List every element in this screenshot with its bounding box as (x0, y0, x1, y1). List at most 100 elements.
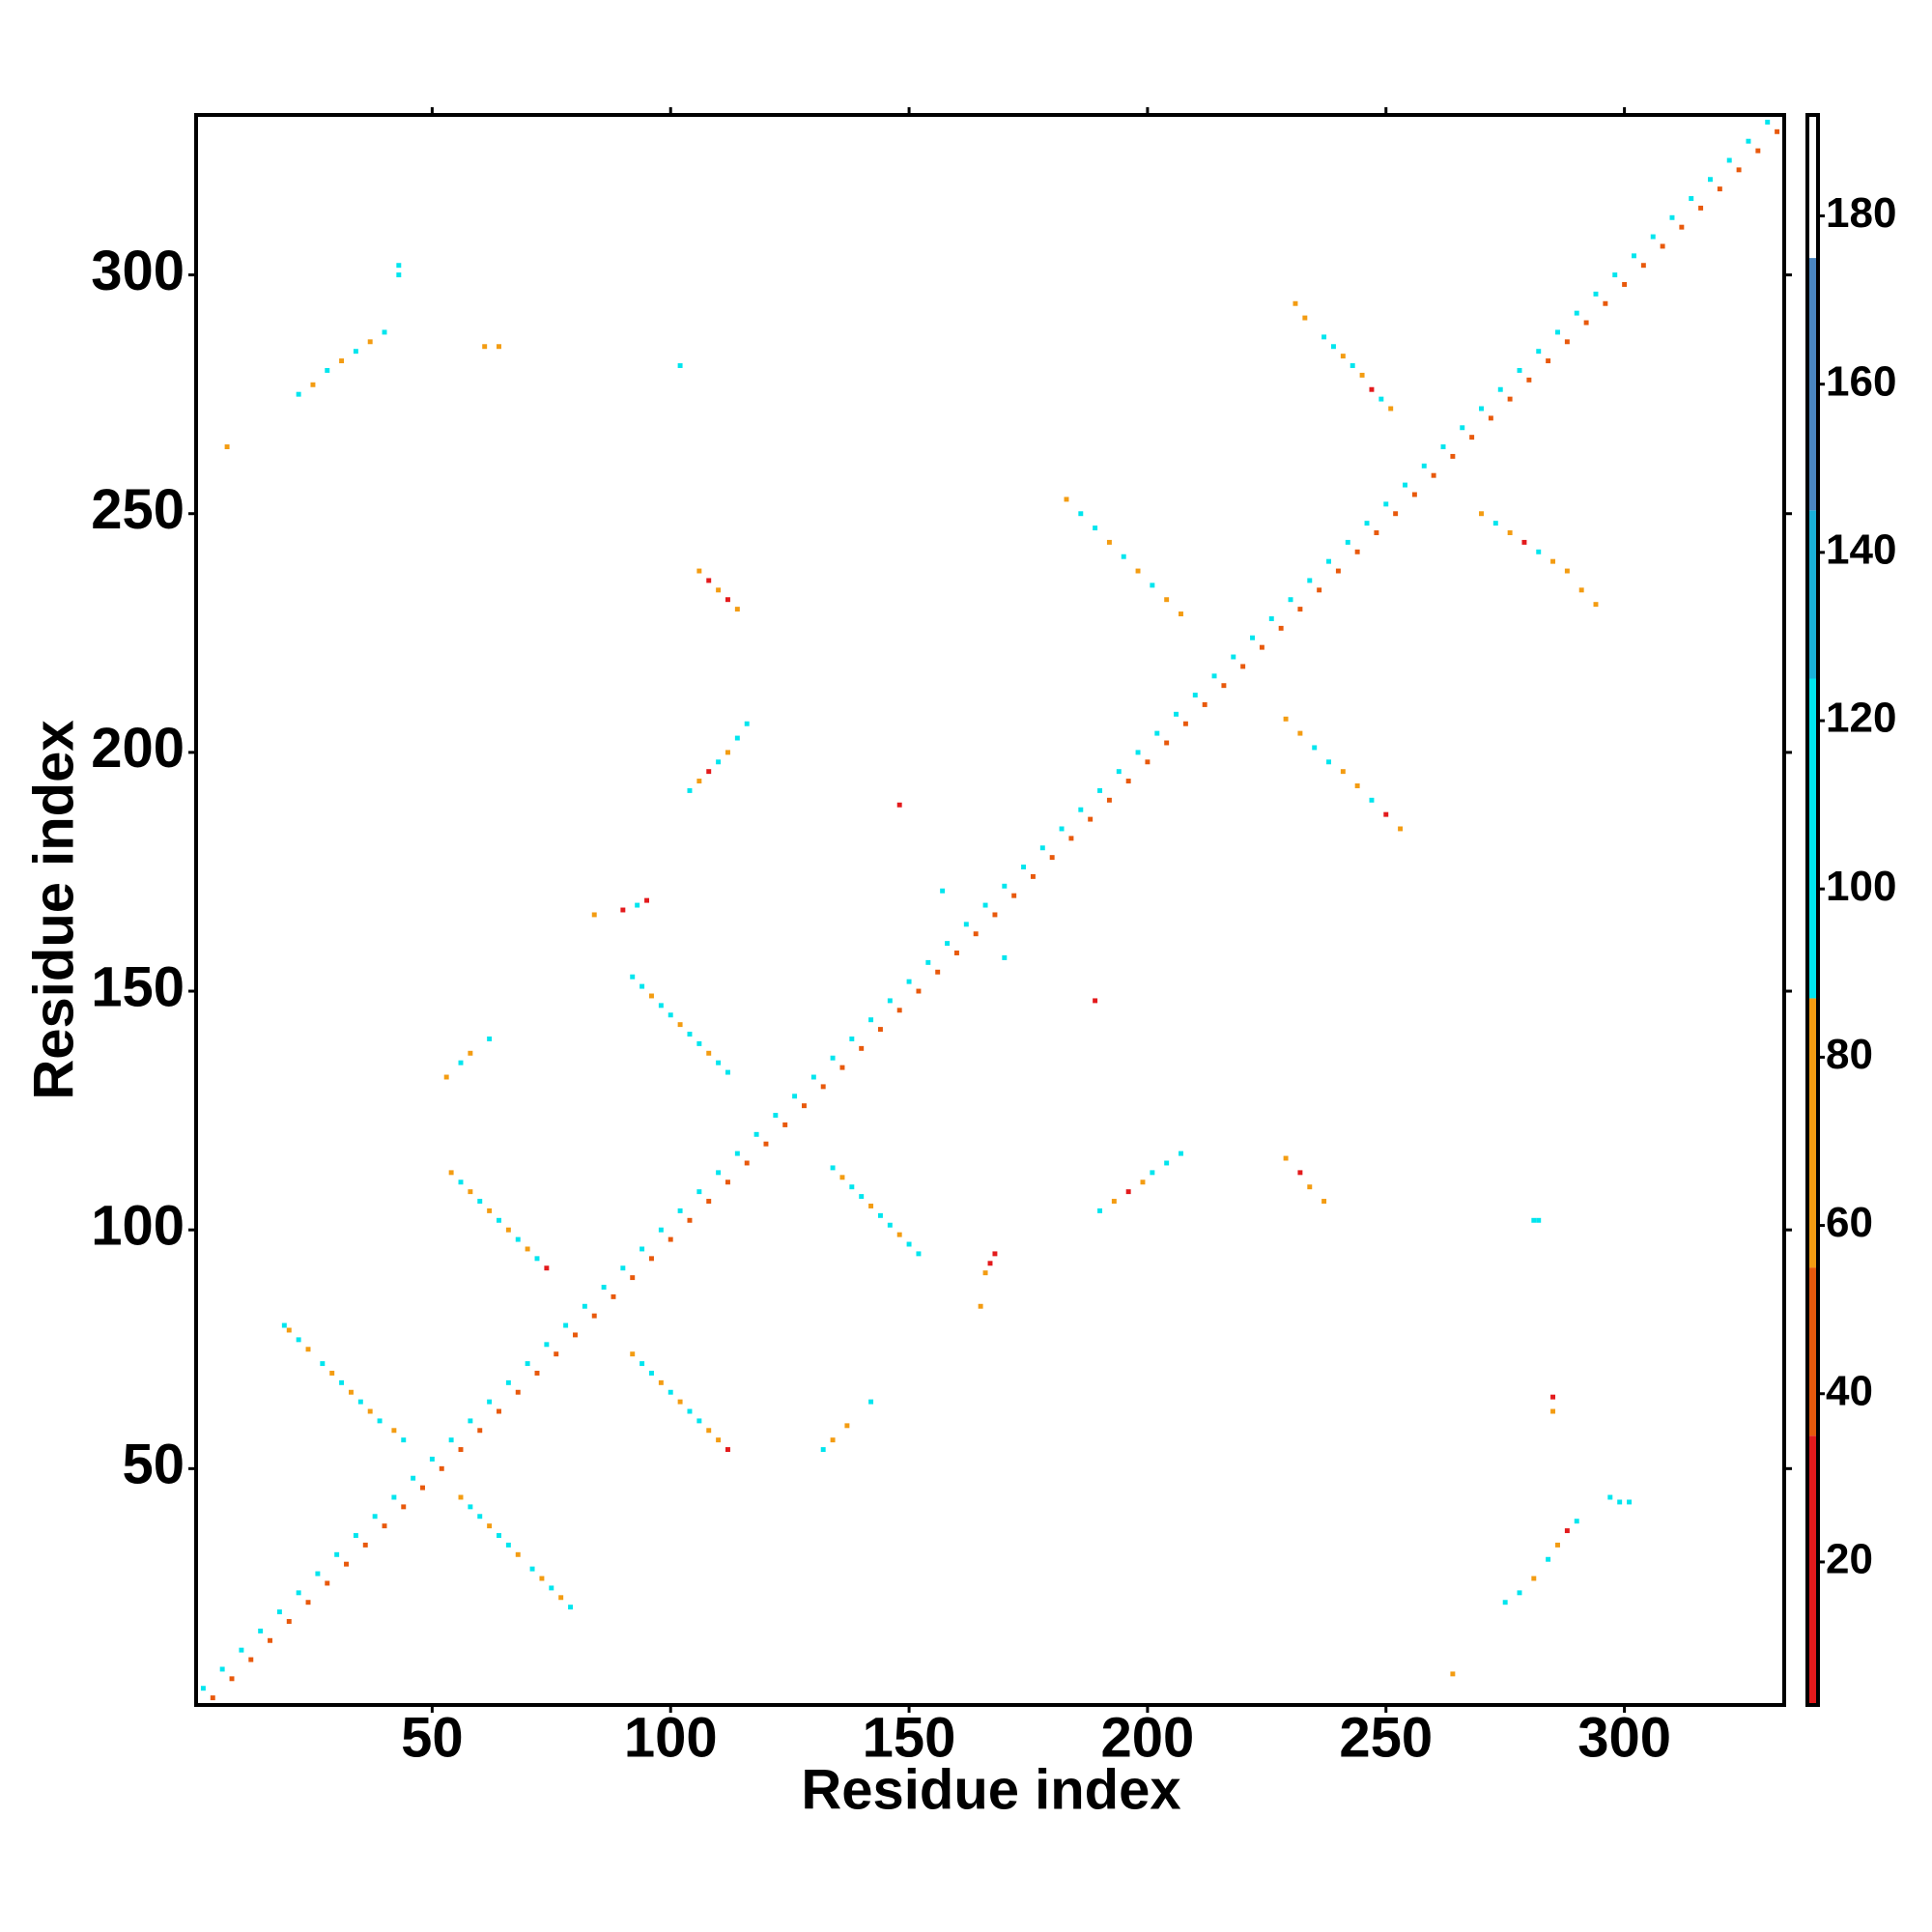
heatmap-cell (1479, 415, 1484, 421)
heatmap-cell (1021, 865, 1027, 869)
heatmap-cell (1374, 530, 1379, 535)
heatmap-cell (258, 1628, 264, 1634)
heatmap-cell (1617, 1499, 1623, 1505)
heatmap-cell (1011, 893, 1017, 898)
heatmap-cell (339, 358, 345, 364)
heatmap-cell (1612, 272, 1618, 278)
heatmap-cell (1507, 530, 1513, 535)
heatmap-cell (696, 1418, 702, 1424)
heatmap-cell (992, 912, 998, 918)
colorbar-segment (1807, 115, 1818, 259)
heatmap-cell (1345, 549, 1350, 554)
heatmap-cell (1411, 492, 1417, 497)
heatmap-cell (935, 969, 941, 975)
heatmap-cell (1746, 138, 1751, 144)
heatmap-cell (334, 1561, 340, 1567)
heatmap-cell (448, 1170, 454, 1176)
heatmap-cell (978, 1303, 983, 1309)
heatmap-cell (1135, 750, 1141, 755)
heatmap-cell (668, 1389, 673, 1395)
x-tick-label: 150 (863, 1706, 956, 1769)
heatmap-cell (1650, 234, 1656, 240)
heatmap-cell (1268, 616, 1274, 621)
heatmap-cell (1150, 582, 1155, 588)
y-tick-label: 150 (91, 955, 185, 1018)
heatmap-cell (487, 1523, 493, 1529)
heatmap-cell (1106, 539, 1112, 545)
heatmap-cell (1726, 157, 1732, 163)
heatmap-cell (1497, 386, 1503, 392)
heatmap-cell (630, 1351, 636, 1357)
heatmap-cell (563, 1332, 569, 1338)
heatmap-cell (1164, 1160, 1170, 1166)
heatmap-cell (258, 1637, 264, 1643)
x-axis-title: Residue index (801, 1758, 1180, 1821)
heatmap-cell (1097, 797, 1103, 803)
heatmap-cell (649, 993, 654, 999)
heatmap-cell (830, 1165, 836, 1171)
heatmap-cell (1182, 721, 1188, 726)
heatmap-cell (716, 1060, 722, 1065)
heatmap-cell (649, 1370, 654, 1376)
heatmap-cell (348, 1389, 354, 1395)
heatmap-cell (296, 1600, 301, 1605)
heatmap-cell (1755, 148, 1761, 154)
heatmap-cell (1002, 893, 1008, 898)
heatmap-cell (1708, 177, 1713, 183)
heatmap-cell (320, 1361, 326, 1367)
heatmap-cell (1116, 769, 1122, 775)
heatmap-cell (505, 1227, 511, 1233)
heatmap-cell (497, 1408, 501, 1414)
heatmap-cell (1398, 826, 1404, 832)
heatmap-cell (1564, 339, 1570, 345)
heatmap-cell (1583, 320, 1589, 326)
heatmap-cell (992, 1251, 998, 1257)
heatmap-cell (544, 1342, 550, 1348)
heatmap-cell (982, 912, 988, 918)
heatmap-cell (1202, 701, 1208, 707)
heatmap-cell (534, 1370, 540, 1376)
heatmap-cell (1574, 320, 1579, 326)
heatmap-cell (696, 779, 702, 784)
heatmap-cell (1492, 521, 1498, 526)
colorbar-tick-label: 160 (1826, 357, 1896, 405)
heatmap-cell (286, 1619, 292, 1624)
heatmap-cell (448, 1447, 454, 1453)
heatmap-cell (1288, 607, 1293, 612)
heatmap-cell (1179, 611, 1183, 617)
heatmap-cell (1369, 797, 1375, 803)
heatmap-cell (1550, 558, 1556, 564)
heatmap-cell (677, 1208, 683, 1213)
heatmap-cell (782, 1122, 788, 1127)
heatmap-cell (849, 1184, 855, 1190)
heatmap-cell (1278, 625, 1284, 631)
heatmap-cell (1775, 128, 1780, 134)
heatmap-cell (1689, 205, 1694, 211)
heatmap-cell (477, 1514, 483, 1520)
heatmap-cell (1340, 354, 1346, 359)
heatmap-cell (1440, 444, 1446, 450)
heatmap-cell (668, 1012, 673, 1018)
heatmap-cell (391, 1494, 397, 1500)
heatmap-cell (310, 382, 316, 387)
heatmap-cell (1550, 1408, 1556, 1414)
heatmap-cell (1297, 1170, 1303, 1176)
heatmap-cell (582, 1303, 587, 1309)
heatmap-cell (482, 344, 488, 350)
colorbar-frame (1805, 113, 1820, 1707)
heatmap-cell (487, 1399, 493, 1405)
heatmap-cell (276, 1619, 282, 1624)
heatmap-cell (1150, 1170, 1155, 1176)
heatmap-cell (1555, 339, 1560, 345)
x-tick-label: 50 (401, 1706, 464, 1769)
heatmap-cell (539, 1576, 545, 1581)
colorbar-tick-label: 20 (1826, 1536, 1873, 1583)
heatmap-cell (1140, 1179, 1146, 1185)
heatmap-cell (1059, 836, 1065, 841)
heatmap-cell (529, 1566, 535, 1572)
heatmap-cell (1669, 224, 1675, 230)
heatmap-cell (1536, 349, 1542, 355)
heatmap-cell (773, 1122, 779, 1127)
